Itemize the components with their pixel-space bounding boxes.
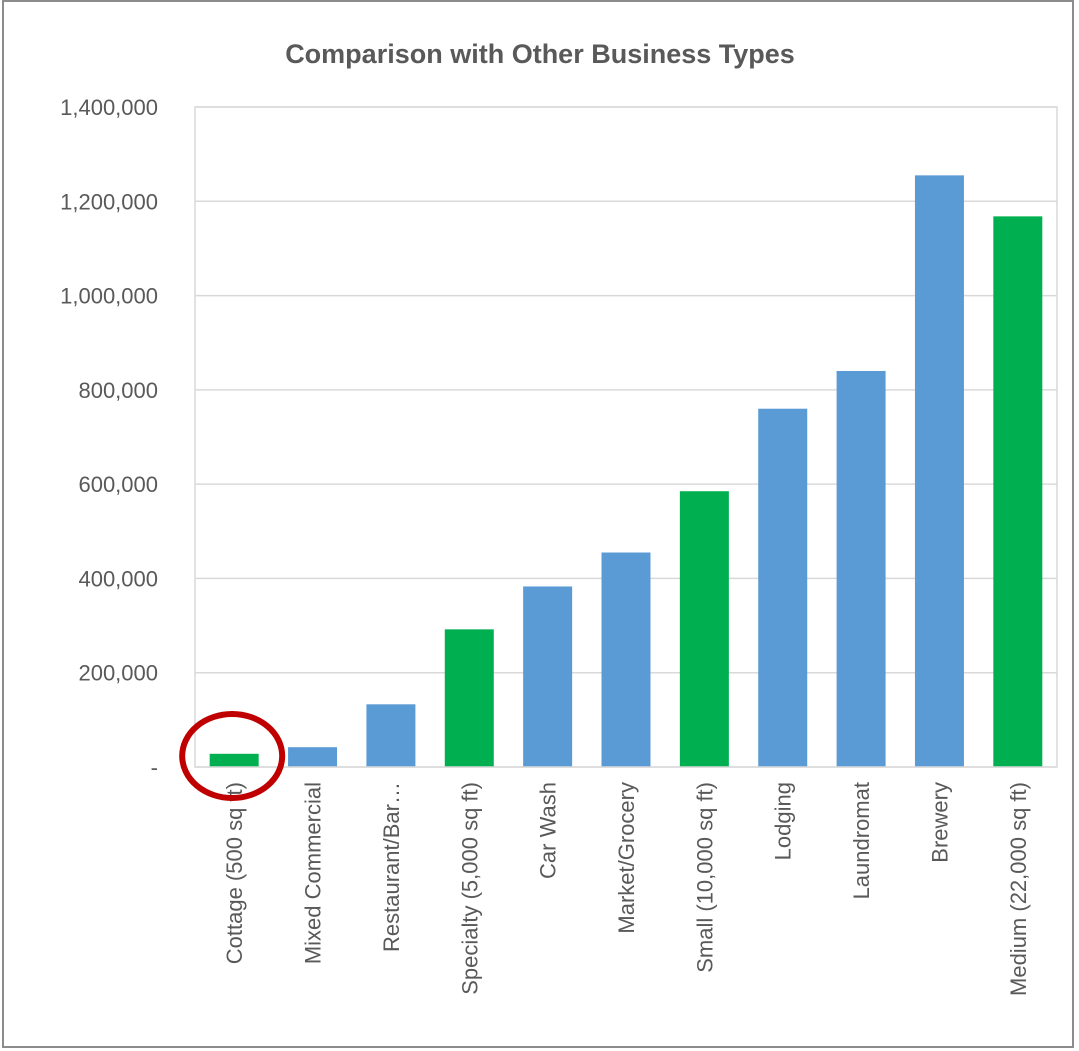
x-tick-label: Specialty (5,000 sq ft) (457, 782, 482, 995)
bar (366, 704, 416, 767)
y-axis-ticks: - 200,000 400,000 600,000 800,000 1,000,000 1,… (60, 95, 158, 780)
x-axis-ticks: Cottage (500 sq ft) Mixed Commercial Resta… (222, 782, 1031, 996)
x-tick-label: Cottage (500 sq ft) (222, 782, 247, 964)
y-tick-label: 600,000 (78, 472, 158, 497)
x-tick-label: Brewery (927, 782, 952, 863)
chart-title: Comparison with Other Business Types (285, 39, 795, 69)
y-tick-label: 800,000 (78, 378, 158, 403)
bar (209, 753, 259, 767)
bar (601, 552, 651, 767)
bar (993, 216, 1043, 767)
x-tick-label: Lodging (771, 782, 796, 860)
bar (444, 629, 494, 767)
y-tick-label: 1,000,000 (60, 284, 158, 309)
annotations (179, 711, 286, 801)
highlight-circle (179, 711, 286, 801)
bar (914, 175, 964, 767)
bar (288, 747, 338, 767)
x-tick-label: Market/Grocery (614, 782, 639, 934)
x-tick-label: Laundromat (849, 782, 874, 899)
bar (836, 371, 886, 767)
y-tick-label: 400,000 (78, 566, 158, 591)
bar (679, 491, 729, 767)
x-tick-label: Small (10,000 sq ft) (692, 782, 717, 973)
x-tick-label: Mixed Commercial (301, 782, 326, 964)
y-tick-label: - (151, 755, 158, 780)
y-tick-label: 200,000 (78, 661, 158, 686)
bar (758, 408, 808, 767)
bar (523, 586, 573, 767)
x-tick-label: Restaurant/Bar… (379, 782, 404, 952)
y-tick-label: 1,400,000 (60, 95, 158, 120)
x-tick-label: Car Wash (536, 782, 561, 879)
bars (195, 175, 1057, 768)
y-tick-label: 1,200,000 (60, 189, 158, 214)
x-tick-label: Medium (22,000 sq ft) (1006, 782, 1031, 996)
